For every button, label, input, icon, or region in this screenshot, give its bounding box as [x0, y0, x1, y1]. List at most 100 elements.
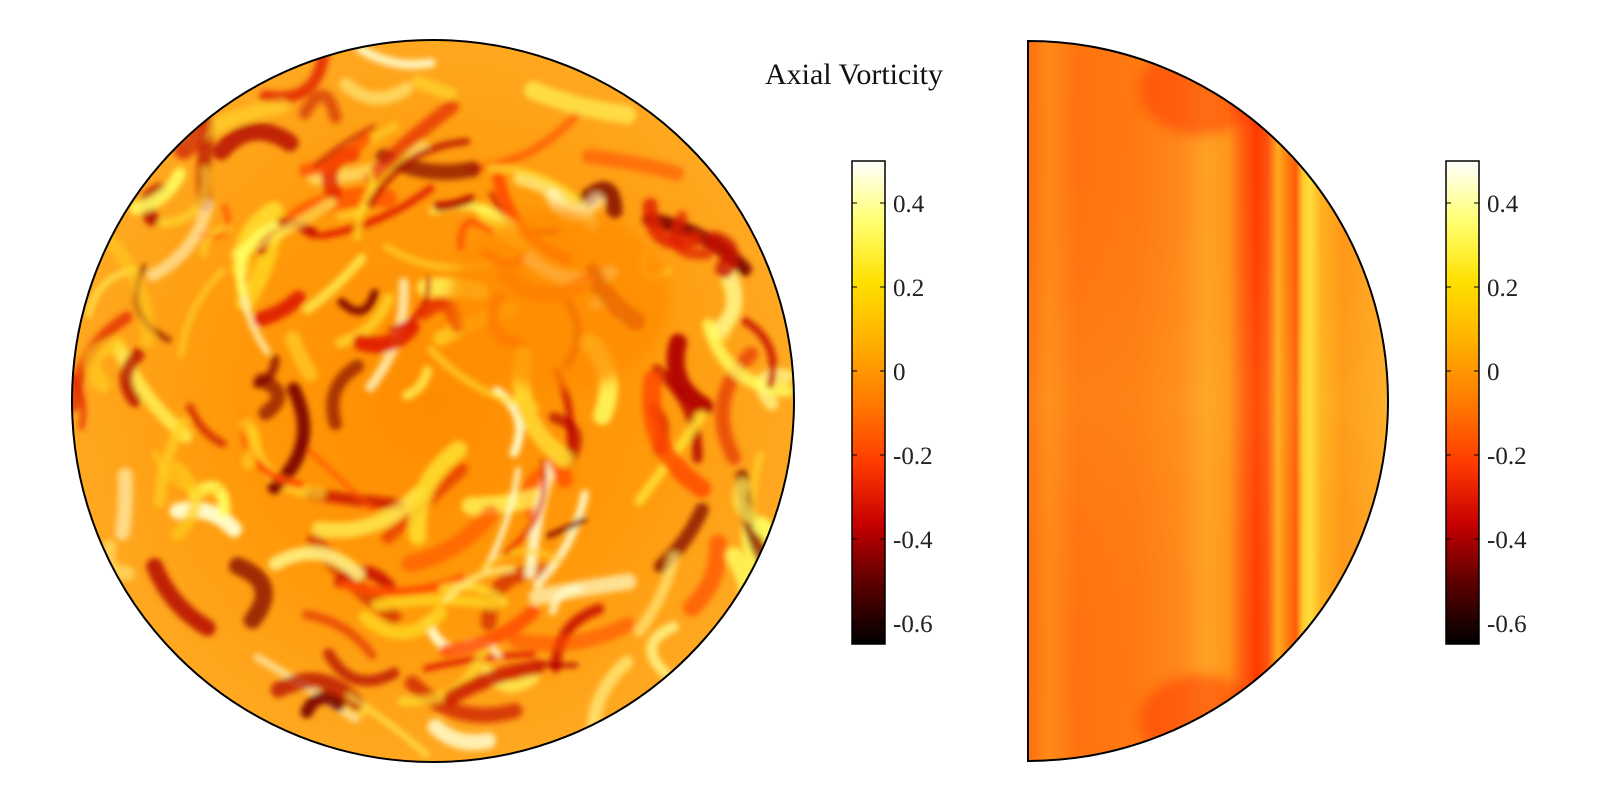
vorticity-filament — [363, 99, 459, 185]
colorbar-tick-label: 0.2 — [893, 275, 924, 302]
vorticity-filament — [317, 184, 435, 240]
vorticity-filament — [298, 89, 342, 124]
vorticity-filament — [259, 47, 330, 104]
vorticity-filament — [200, 225, 234, 258]
vorticity-filament — [402, 366, 433, 401]
vorticity-filament — [651, 364, 703, 464]
vorticity-filament — [581, 149, 684, 181]
vorticity-filament — [508, 616, 636, 652]
vorticity-filament — [174, 99, 210, 160]
colorbar-right: 0.4 0.2 0 -0.2 -0.4 -0.6 — [1445, 160, 1527, 645]
vorticity-filament — [480, 548, 563, 572]
colorbar-tick-label: 0.2 — [1487, 275, 1518, 302]
half-disk-shading — [1028, 41, 1388, 761]
colorbar-tick-label: 0.4 — [893, 191, 925, 218]
vorticity-filament — [151, 449, 226, 494]
vorticity-filament — [335, 292, 394, 348]
vorticity-filament — [715, 347, 759, 465]
vorticity-filament — [236, 229, 281, 312]
half-disk-panel — [1027, 39, 1389, 763]
vorticity-filament — [212, 122, 299, 161]
colorbar-tick-label: 0 — [893, 359, 906, 386]
vorticity-filament — [408, 441, 468, 546]
vorticity-filament — [178, 267, 227, 358]
vorticity-filament — [461, 488, 546, 515]
vorticity-filament — [548, 584, 584, 616]
vorticity-filament — [438, 581, 508, 607]
vorticity-filament — [366, 137, 471, 209]
vorticity-filament — [170, 461, 202, 541]
vorticity-filament — [228, 557, 273, 629]
vorticity-filament — [254, 373, 286, 421]
colorbar-tick-label: -0.4 — [893, 527, 933, 554]
vorticity-filament — [486, 164, 587, 207]
vorticity-filament — [752, 516, 794, 605]
full-disk-panel — [71, 39, 795, 763]
vorticity-filament — [169, 501, 242, 538]
vorticity-filament — [642, 198, 703, 250]
vorticity-filament — [411, 75, 458, 101]
vorticity-filament — [129, 167, 186, 215]
vorticity-filament — [404, 675, 523, 723]
vorticity-filament — [346, 693, 430, 758]
vorticity-filament — [666, 333, 713, 416]
vorticity-filament — [153, 417, 190, 508]
vorticity-filament — [186, 403, 227, 448]
vorticity-filament — [119, 348, 145, 408]
vorticity-filament — [339, 77, 413, 105]
vorticity-filament — [302, 610, 377, 660]
vorticity-filament — [83, 336, 126, 393]
vorticity-filament — [466, 110, 581, 174]
vorticity-filament — [705, 231, 739, 279]
colorbar-gradient — [1445, 160, 1480, 645]
colorbar-gradient — [851, 160, 886, 645]
vorticity-filament — [146, 198, 214, 282]
colorbar-tick-label: -0.6 — [893, 611, 933, 638]
vorticity-filament — [443, 660, 545, 706]
vorticity-filament — [682, 534, 727, 617]
vorticity-filament — [524, 81, 636, 124]
vorticity-filament — [642, 369, 711, 498]
vorticity-filament — [482, 466, 521, 573]
vorticity-filament — [352, 318, 420, 354]
vorticity-filament — [432, 194, 476, 212]
colorbar-tick-label: 0 — [1487, 359, 1500, 386]
vorticity-filament — [355, 44, 436, 70]
colorbar-left: 0.4 0.2 0 -0.2 -0.4 -0.6 — [851, 160, 933, 645]
vorticity-filament — [230, 197, 337, 260]
vorticity-filament — [550, 603, 605, 673]
vorticity-filament — [268, 546, 365, 581]
vorticity-filament — [456, 218, 496, 252]
calm-region — [450, 210, 670, 390]
colorbar-tick-label: -0.2 — [1487, 443, 1527, 470]
vorticity-filament — [285, 330, 318, 382]
vorticity-filament — [313, 124, 377, 169]
colorbar-tick-label: -0.6 — [1487, 611, 1527, 638]
vorticity-filament — [732, 478, 757, 524]
vorticity-filament — [708, 265, 743, 340]
vorticity-filaments — [72, 44, 794, 758]
half-disk-outline — [1027, 39, 1389, 763]
colorbar-tick-label: -0.2 — [893, 443, 933, 470]
vorticity-filament — [115, 468, 133, 541]
vorticity-filament — [533, 489, 589, 589]
vorticity-filament — [337, 289, 379, 316]
colorbar-tick-label: 0.4 — [1487, 191, 1519, 218]
vorticity-filament — [238, 416, 261, 470]
vorticity-filament — [702, 318, 794, 398]
vorticity-filament — [157, 166, 211, 228]
filament-layer — [72, 44, 794, 758]
vorticity-filament — [253, 290, 306, 327]
vorticity-filament — [439, 605, 540, 658]
vorticity-filament — [323, 648, 400, 687]
vorticity-filament — [646, 621, 679, 679]
vorticity-filament — [740, 316, 777, 389]
vorticity-filament — [326, 359, 364, 431]
vorticity-filament — [372, 594, 499, 611]
vorticity-filament — [302, 253, 367, 314]
vorticity-filament — [334, 566, 397, 594]
vorticity-filament — [427, 718, 496, 751]
vorticity-filament — [146, 558, 216, 637]
colorbar-tick-label: -0.4 — [1487, 527, 1527, 554]
vorticity-filament — [502, 458, 548, 556]
